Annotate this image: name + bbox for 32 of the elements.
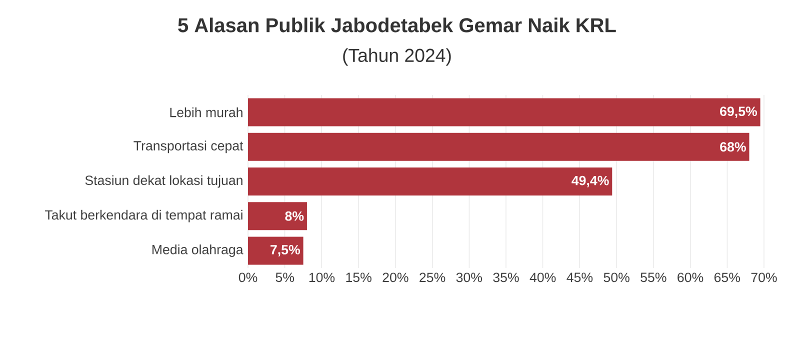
data-label: 7,5% [270, 245, 300, 256]
x-tick-label: 20% [382, 272, 408, 282]
y-tick-label: Media olahraga [152, 244, 244, 257]
x-tick-label: 15% [346, 272, 372, 282]
x-tick-label: 70% [751, 272, 777, 282]
x-tick-label: 45% [566, 272, 593, 282]
bar [248, 98, 760, 126]
y-tick-label: Lebih murah [170, 107, 242, 118]
y-tick-label: Transportasi cepat [134, 140, 244, 154]
bar [248, 202, 307, 230]
x-tick-label: 40% [530, 272, 556, 282]
bar [248, 132, 750, 161]
chart-subtitle: (Tahun 2024) [343, 48, 451, 66]
x-tick-label: 60% [678, 272, 704, 282]
bar [248, 168, 612, 196]
data-label: 49,4% [572, 176, 609, 188]
x-tick-label: 50% [604, 272, 630, 282]
data-label: 68% [720, 142, 746, 152]
y-tick-label: Stasiun dekat lokasi tujuan [85, 175, 242, 188]
x-tick-label: 10% [309, 272, 335, 282]
chart-title: 5 Alasan Publik Jabodetabek Gemar Naik KRL [178, 18, 616, 32]
bar [248, 236, 304, 265]
x-tick-label: 5% [276, 272, 294, 282]
data-label: 8% [285, 211, 304, 221]
y-tick-label: Takut berkendara di tempat ramai [44, 210, 242, 222]
x-tick-label: 65% [714, 272, 740, 282]
data-label: 69,5% [720, 106, 758, 118]
x-tick-label: 35% [493, 272, 519, 282]
x-tick-label: 25% [420, 272, 446, 282]
x-tick-label: 55% [640, 272, 666, 282]
x-tick-label: 30% [456, 272, 482, 282]
x-tick-label: 0% [238, 272, 258, 282]
